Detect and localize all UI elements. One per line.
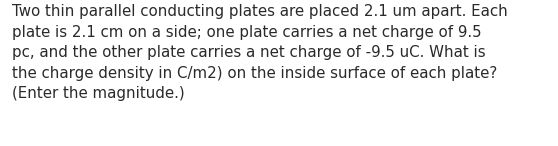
Text: Two thin parallel conducting plates are placed 2.1 um apart. Each
plate is 2.1 c: Two thin parallel conducting plates are … bbox=[12, 4, 508, 101]
